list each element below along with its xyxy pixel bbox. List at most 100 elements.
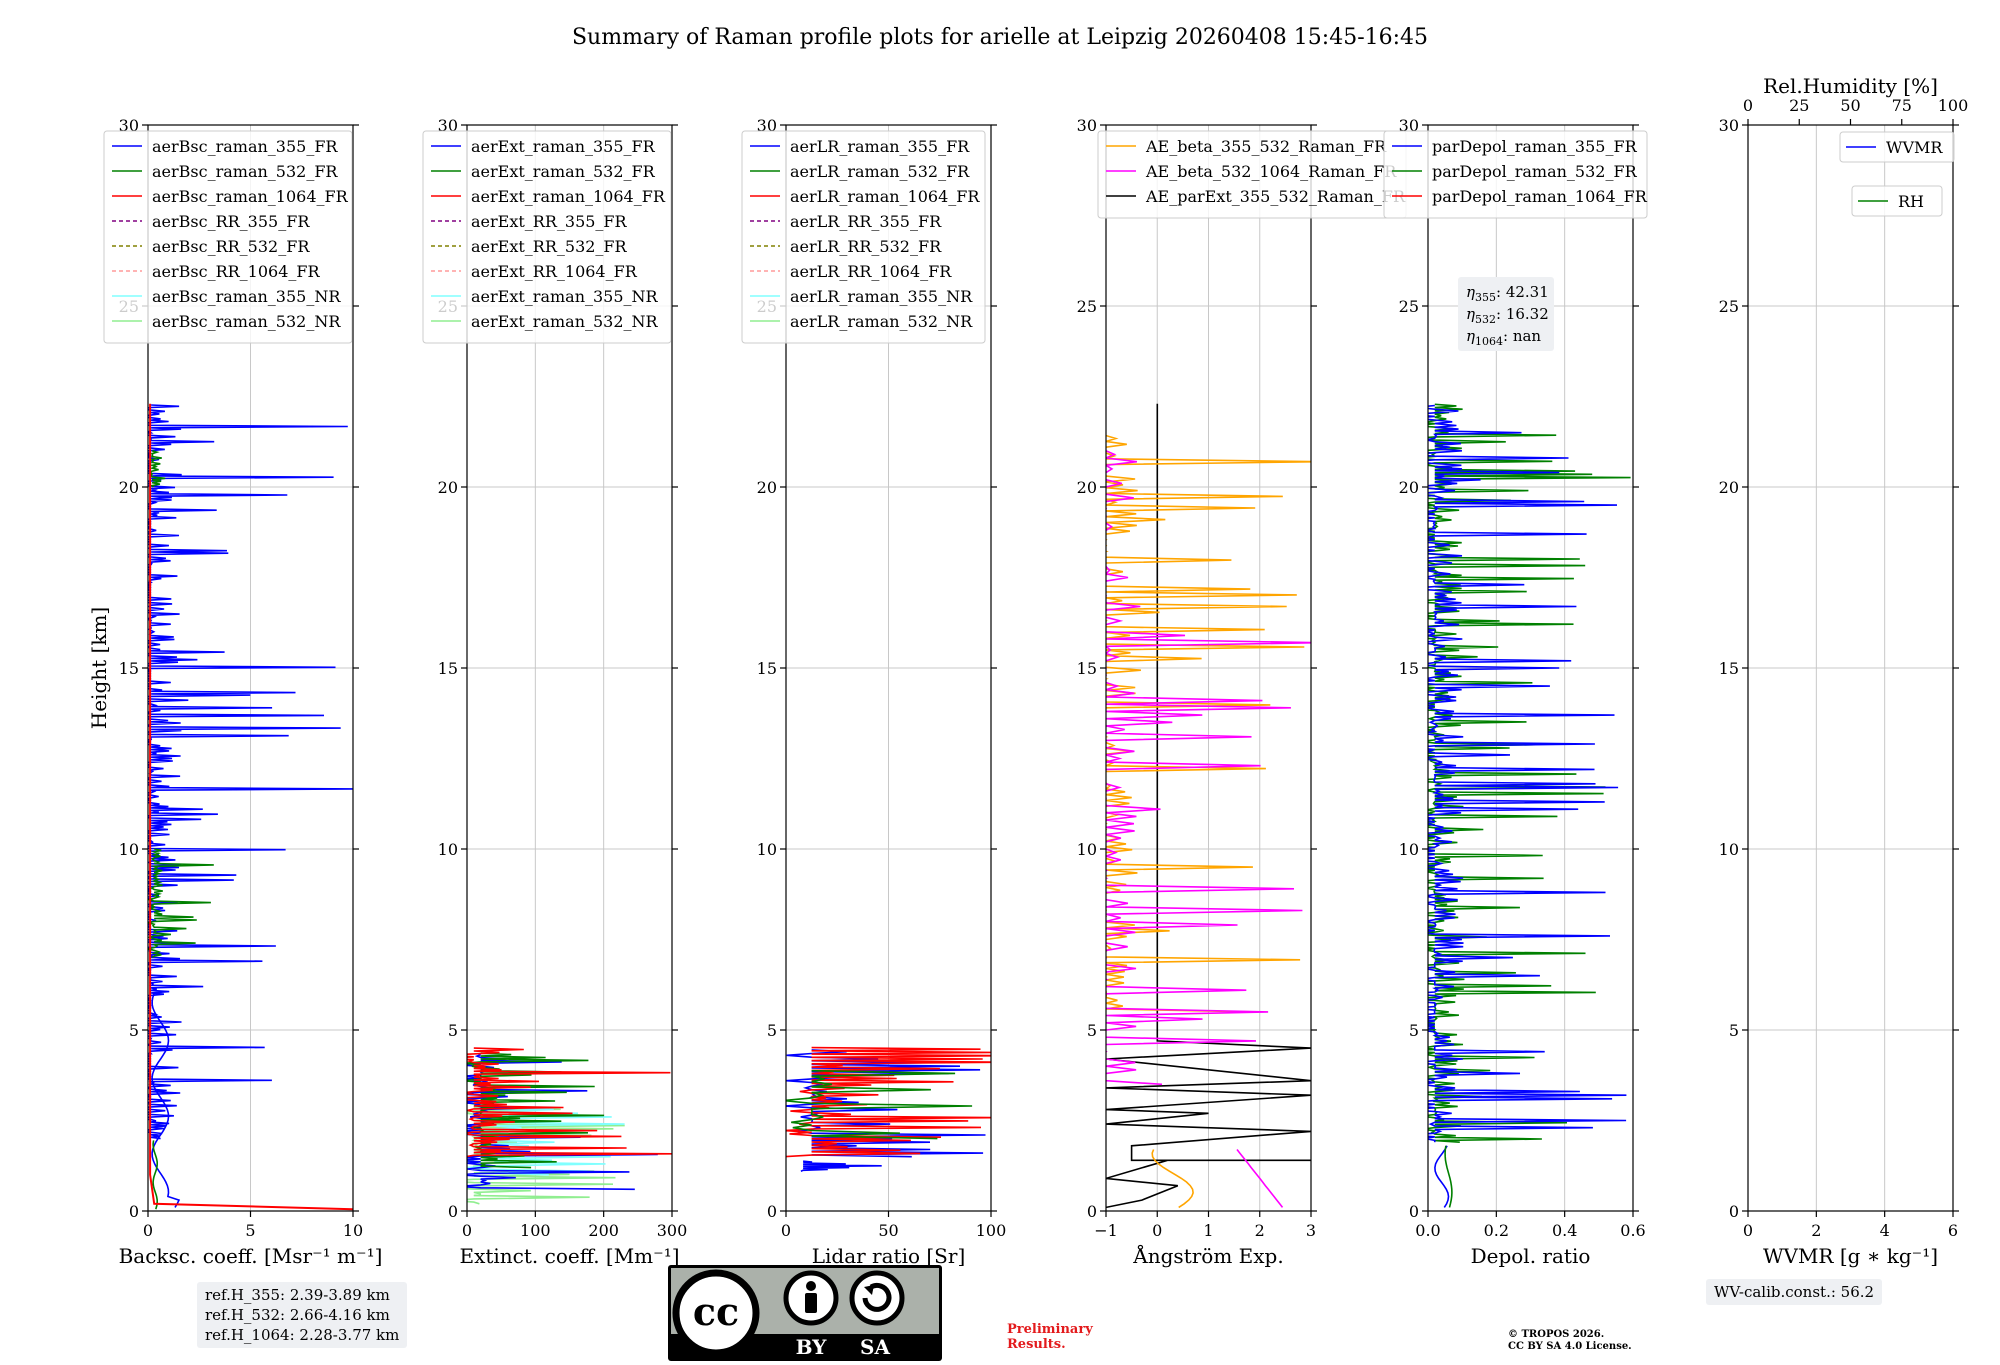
traces-ae (1106, 403, 1311, 1209)
y-tick-label: 10 (1077, 840, 1097, 859)
y-tick-label: 30 (438, 116, 458, 135)
wv-calib-const: WV-calib.const.: 56.2 (1714, 1283, 1875, 1301)
legend-label: parDepol_raman_1064_FR (1432, 187, 1648, 206)
x-tick-label: 0.6 (1620, 1221, 1645, 1240)
x-tick-label: 0.2 (1484, 1221, 1509, 1240)
x-tick-label: 1 (1203, 1221, 1213, 1240)
ext-1064-fr (467, 1047, 672, 1158)
x-tick-label: 0.4 (1552, 1221, 1577, 1240)
legend-label: AE_beta_532_1064_Raman_FR (1145, 162, 1397, 181)
legend-label: AE_beta_355_532_Raman_FR (1145, 137, 1387, 156)
x2-axis-label: Rel.Humidity [%] (1763, 74, 1938, 98)
x-axis-label: Ångström Exp. (1132, 1243, 1283, 1268)
legend-label: aerExt_raman_355_FR (471, 137, 656, 156)
y-tick-label: 30 (1719, 116, 1739, 135)
y-tick-label: 25 (1719, 297, 1739, 316)
x2-tick-label: 25 (1789, 96, 1809, 115)
legend-label: parDepol_raman_532_FR (1432, 162, 1638, 181)
x-tick-label: 6 (1948, 1221, 1958, 1240)
legend-label: aerLR_raman_532_NR (790, 312, 973, 331)
x-tick-label: 10 (343, 1221, 363, 1240)
y-tick-label: 0 (448, 1202, 458, 1221)
traces-ext (467, 1047, 672, 1205)
x-axis-label: Depol. ratio (1471, 1244, 1591, 1268)
legend-label: aerBsc_RR_1064_FR (152, 262, 321, 281)
x2-tick-label: 0 (1743, 96, 1753, 115)
x-axis-label: WVMR [g ∗ kg⁻¹] (1763, 1244, 1938, 1268)
dep-355-lower (1434, 1145, 1450, 1208)
x2-tick-label: 100 (1938, 96, 1969, 115)
x-tick-label: 0 (143, 1221, 153, 1240)
y-tick-label: 10 (438, 840, 458, 859)
sa-label: SA (860, 1335, 890, 1359)
x-tick-label: −1 (1094, 1221, 1118, 1240)
ae-beta-532-1064 (1106, 450, 1311, 1086)
y-tick-label: 20 (438, 478, 458, 497)
eta-355: η355: 42.31 (1466, 283, 1549, 304)
legend-label: parDepol_raman_355_FR (1432, 137, 1638, 156)
preliminary-line2: Results. (1007, 1337, 1066, 1352)
legend-label: aerBsc_raman_532_NR (152, 312, 341, 331)
legend-label: aerLR_raman_355_NR (790, 287, 973, 306)
panel-ext: 0510152025300100200300Extinct. coeff. [M… (422, 116, 687, 1268)
panel-lr: 051015202530050100Lidar ratio [Sr]aerLR_… (741, 116, 1007, 1268)
legend-box (1383, 130, 1648, 219)
x-axis-label: Extinct. coeff. [Mm⁻¹] (459, 1244, 679, 1268)
y-tick-label: 5 (129, 1021, 139, 1040)
legend-label: aerExt_raman_1064_FR (471, 187, 666, 206)
x-tick-label: 0 (462, 1221, 472, 1240)
ref-height-355: ref.H_355: 2.39-3.89 km (205, 1286, 390, 1304)
y-tick-label: 15 (757, 659, 777, 678)
y-tick-label: 10 (1399, 840, 1419, 859)
figure-title: Summary of Raman profile plots for ariel… (572, 25, 1428, 50)
legend-label: aerBsc_raman_355_NR (152, 287, 341, 306)
legend-label: aerExt_raman_355_NR (471, 287, 659, 306)
y-tick-label: 20 (757, 478, 777, 497)
bsc-355-lower (151, 993, 181, 1208)
y-tick-label: 5 (1729, 1021, 1739, 1040)
legend-label: aerBsc_raman_1064_FR (152, 187, 349, 206)
x-tick-label: 200 (588, 1221, 619, 1240)
cc-icon (672, 1269, 760, 1357)
legend-label: aerExt_raman_532_NR (471, 312, 659, 331)
x-tick-label: 100 (520, 1221, 551, 1240)
legend-label: aerExt_raman_532_FR (471, 162, 656, 181)
y-tick-label: 10 (757, 840, 777, 859)
copyright-line2: CC BY SA 4.0 License. (1508, 1341, 1632, 1352)
legend-label: aerBsc_raman_355_FR (152, 137, 338, 156)
dep-532-lower (1444, 1145, 1453, 1208)
bsc-355-fr (148, 404, 353, 1140)
y-tick-label: 10 (119, 840, 139, 859)
legend-label: aerBsc_raman_532_FR (152, 162, 338, 181)
depol-annotation-box (1458, 277, 1554, 351)
x-tick-label: 2 (1255, 1221, 1265, 1240)
y-tick-label: 30 (757, 116, 777, 135)
y-axis-label: Height [km] (87, 607, 111, 729)
traces-dep (1428, 403, 1631, 1208)
x-tick-label: 100 (976, 1221, 1007, 1240)
lr-355-fr-low (800, 1160, 882, 1172)
y-tick-label: 0 (1087, 1202, 1097, 1221)
legend-box (422, 130, 672, 344)
legend-label: aerExt_RR_355_FR (471, 212, 628, 231)
copyright-line1: © TROPOS 2026. (1508, 1329, 1605, 1340)
traces-lr (786, 1046, 991, 1172)
y-tick-label: 0 (1409, 1202, 1419, 1221)
legend-label: RH (1898, 192, 1924, 211)
x-axis-label: Backsc. coeff. [Msr⁻¹ m⁻¹] (119, 1244, 383, 1268)
y-tick-label: 30 (119, 116, 139, 135)
bsc-1064-fr (149, 403, 353, 1211)
ref-height-box: ref.H_355: 2.39-3.89 km ref.H_532: 2.66-… (197, 1282, 408, 1348)
y-tick-label: 15 (1399, 659, 1419, 678)
x-tick-label: 0 (1152, 1221, 1162, 1240)
ae-magenta-lower (1236, 1149, 1284, 1208)
copyright-note: © TROPOS 2026. CC BY SA 4.0 License. (1508, 1329, 1632, 1353)
x-tick-label: 0 (1743, 1221, 1753, 1240)
wv-calib-box: WV-calib.const.: 56.2 (1706, 1279, 1883, 1305)
bsc-532-lower (152, 1140, 158, 1210)
y-tick-label: 20 (1399, 478, 1419, 497)
traces-bsc (148, 403, 353, 1211)
y-tick-label: 15 (1077, 659, 1097, 678)
lr-1064-fr (786, 1046, 991, 1158)
